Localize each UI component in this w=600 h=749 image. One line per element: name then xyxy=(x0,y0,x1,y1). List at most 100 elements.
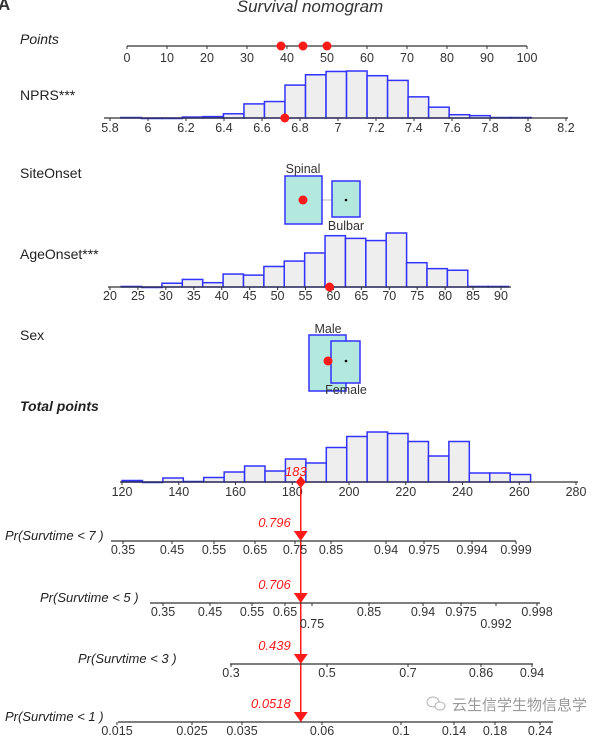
nprs-histogram-bar xyxy=(345,70,368,119)
sex-selected-marker xyxy=(323,356,333,366)
total-points-row-label: Total points xyxy=(20,398,99,414)
nprs-axis-tick-label: 7.4 xyxy=(405,121,422,135)
total-points-axis-tick-label: 200 xyxy=(339,485,360,499)
age-onset-axis-tick-label: 55 xyxy=(299,289,313,303)
probability-value: 0.796 xyxy=(258,515,291,530)
site-onset-selected-marker xyxy=(298,195,308,205)
nprs-axis-tick-label: 6.4 xyxy=(215,121,232,135)
total-points-histogram-bar xyxy=(407,440,430,483)
age-onset-axis-tick-label: 85 xyxy=(466,289,480,303)
probability-value: 0.706 xyxy=(258,577,291,592)
nprs-histogram-bar xyxy=(407,96,430,119)
total-points-histogram-bar xyxy=(305,462,328,483)
nprs-axis-tick-label: 7.2 xyxy=(367,121,384,135)
probability-axis-tick-label: 0.975 xyxy=(445,605,476,619)
nprs-axis-tick-label: 7.8 xyxy=(481,121,498,135)
nprs-axis-tick-label: 8 xyxy=(525,121,532,135)
probability-axis-tick-label: 0.999 xyxy=(500,543,531,557)
nprs-histogram-bar xyxy=(284,84,307,119)
age-onset-histogram-bar xyxy=(242,274,265,288)
points-axis-tick-label: 0 xyxy=(124,51,131,65)
points-axis-tick-label: 80 xyxy=(440,51,454,65)
watermark-text: 云生信学生物信息学 xyxy=(452,697,587,714)
probability-axis-tick-label: 0.45 xyxy=(198,605,222,619)
nprs-histogram-bar xyxy=(243,103,266,119)
age-onset-axis-tick-label: 30 xyxy=(159,289,173,303)
nprs-axis-tick-label: 8.2 xyxy=(557,121,574,135)
total-points-histogram-bar xyxy=(264,470,287,483)
probability-axis-tick-label: 0.55 xyxy=(202,543,226,557)
total-points-histogram-bar xyxy=(448,440,471,483)
probability-axis-tick-label: 0.65 xyxy=(273,605,297,619)
probability-axis-tick-label: 0.994 xyxy=(456,543,487,557)
probability-axis-tick-label: 0.18 xyxy=(483,724,507,738)
points-axis-tick-label: 40 xyxy=(280,51,294,65)
probability-marker xyxy=(293,593,308,603)
nprs-axis-tick-label: 7 xyxy=(335,121,342,135)
wechat-icon-bubble xyxy=(434,701,446,711)
total-points-histogram-bar xyxy=(488,472,511,483)
age-onset-histogram-bar xyxy=(405,261,428,288)
probability-axis-tick-label: 0.1 xyxy=(392,724,409,738)
nprs-histogram-bar xyxy=(427,106,450,119)
probability-axis-tick-label: 0.975 xyxy=(408,543,439,557)
sex-male-label: Male xyxy=(314,322,341,336)
probability-axis-tick-label: 0.5 xyxy=(318,666,335,680)
site-onset-spinal-label: Spinal xyxy=(286,162,321,176)
age-onset-axis-tick-label: 70 xyxy=(382,289,396,303)
total-points-axis-tick-label: 280 xyxy=(566,485,587,499)
age-onset-axis-tick-label: 35 xyxy=(187,289,201,303)
site-onset-row-label: SiteOnset xyxy=(20,165,82,181)
probability-marker xyxy=(293,654,308,664)
points-axis-tick-label: 90 xyxy=(480,51,494,65)
total-points-histogram-bar xyxy=(427,455,450,483)
age-onset-histogram-bar xyxy=(385,232,408,288)
nprs-histogram-bar xyxy=(304,74,327,119)
probability-axis-tick-label: 0.3 xyxy=(222,666,239,680)
nprs-selected-marker xyxy=(280,113,290,123)
probability-axis-tick-label: 0.998 xyxy=(521,605,552,619)
probability-value: 0.439 xyxy=(258,638,291,653)
nprs-axis-tick-label: 5.8 xyxy=(101,121,118,135)
age-onset-histogram-bar xyxy=(222,273,245,288)
total-points-axis-tick-label: 140 xyxy=(168,485,189,499)
nprs-histogram-bar xyxy=(325,70,348,119)
probability-axis-tick-label: 0.992 xyxy=(480,617,511,631)
points-axis-tick-label: 60 xyxy=(360,51,374,65)
probability-axis-tick-label: 0.65 xyxy=(243,543,267,557)
nprs-axis-tick-label: 6.2 xyxy=(177,121,194,135)
age-onset-histogram-bar xyxy=(344,237,367,288)
age-onset-axis-tick-label: 25 xyxy=(131,289,145,303)
points-selected-marker xyxy=(298,41,308,51)
total-points-histogram-bar xyxy=(366,431,389,483)
points-axis-tick-label: 20 xyxy=(200,51,214,65)
age-onset-histogram-bar xyxy=(426,267,449,288)
age-onset-histogram-bar xyxy=(303,252,326,288)
probability-row-label: Pr(Survtime < 1 ) xyxy=(5,709,104,724)
nprs-histogram-bar xyxy=(386,79,409,119)
probability-axis-tick-label: 0.75 xyxy=(283,543,307,557)
probability-row-label: Pr(Survtime < 7 ) xyxy=(5,528,104,543)
probability-axis-tick-label: 0.86 xyxy=(469,666,493,680)
site-onset-bulbar-label: Bulbar xyxy=(328,219,364,233)
total-points-histogram-bar xyxy=(223,471,246,483)
total-points-axis-tick-label: 180 xyxy=(282,485,303,499)
total-points-histogram-bar xyxy=(345,435,368,483)
site-onset-bulbar-center-dot xyxy=(344,198,348,202)
total-points-selected-value: 183 xyxy=(285,464,307,479)
age-onset-selected-marker xyxy=(325,282,335,292)
nprs-axis-tick-label: 6 xyxy=(145,121,152,135)
age-onset-axis-tick-label: 20 xyxy=(103,289,117,303)
age-onset-histogram-bar xyxy=(446,269,469,288)
age-onset-axis-tick-label: 65 xyxy=(354,289,368,303)
probability-axis-tick-label: 0.55 xyxy=(240,605,264,619)
total-points-axis-tick-label: 120 xyxy=(112,485,133,499)
age-onset-histogram-bar xyxy=(324,234,347,288)
probability-marker xyxy=(293,531,308,541)
age-onset-axis-tick-label: 75 xyxy=(410,289,424,303)
probability-axis-tick-label: 0.94 xyxy=(411,605,435,619)
total-points-histogram-bar xyxy=(509,473,532,483)
probability-row-label: Pr(Survtime < 3 ) xyxy=(78,651,177,666)
probability-axis-tick-label: 0.015 xyxy=(101,724,132,738)
age-onset-axis-tick-label: 40 xyxy=(215,289,229,303)
